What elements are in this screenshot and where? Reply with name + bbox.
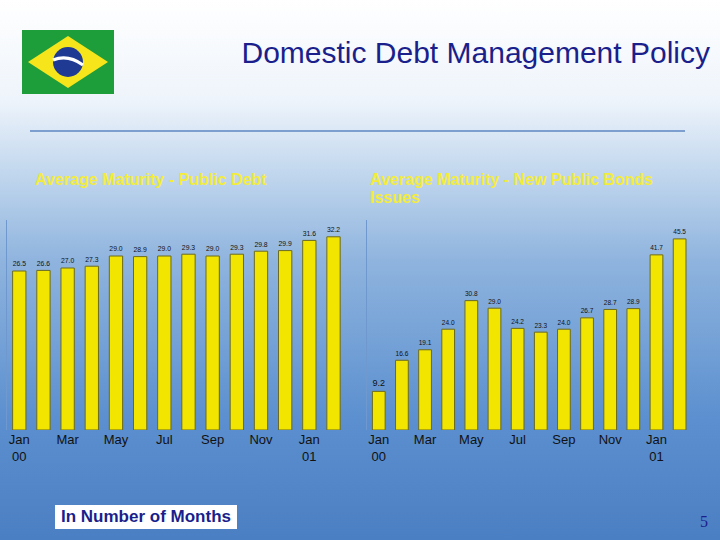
svg-text:29.0: 29.0	[206, 245, 219, 252]
svg-text:Mar: Mar	[414, 432, 437, 447]
svg-text:26.6: 26.6	[37, 260, 50, 267]
svg-text:30.8: 30.8	[465, 290, 478, 297]
svg-text:23.3: 23.3	[534, 322, 547, 329]
svg-text:May: May	[104, 432, 129, 447]
html-text:5: 5	[700, 513, 708, 530]
svg-text:27.3: 27.3	[85, 256, 98, 263]
svg-text:Jan00: Jan00	[9, 432, 30, 464]
svg-text:28.7: 28.7	[604, 299, 617, 306]
svg-text:29.3: 29.3	[182, 244, 195, 251]
svg-text:Nov: Nov	[599, 432, 623, 447]
svg-text:26.5: 26.5	[13, 260, 26, 267]
html-text:Average Maturity - New Public: Average Maturity - New Public Bonds Issu…	[370, 171, 653, 206]
html-text:Domestic Debt Management Polic: Domestic Debt Management Policy	[241, 36, 710, 69]
svg-text:Jul: Jul	[509, 432, 526, 447]
svg-text:29.0: 29.0	[488, 298, 501, 305]
svg-text:26.7: 26.7	[581, 307, 594, 314]
svg-text:45.5: 45.5	[673, 228, 686, 235]
svg-text:24.2: 24.2	[511, 318, 524, 325]
svg-text:29.0: 29.0	[158, 245, 171, 252]
svg-text:41.7: 41.7	[650, 244, 663, 251]
svg-text:32.2: 32.2	[327, 226, 340, 233]
svg-text:31.6: 31.6	[303, 230, 316, 237]
svg-text:Jul: Jul	[156, 432, 173, 447]
svg-text:24.0: 24.0	[442, 319, 455, 326]
svg-text:Jan00: Jan00	[368, 432, 389, 464]
svg-text:Mar: Mar	[56, 432, 79, 447]
html-text:Average Maturity - Public Debt: Average Maturity - Public Debt	[35, 171, 267, 188]
svg-text:29.9: 29.9	[279, 240, 292, 247]
svg-text:29.8: 29.8	[254, 241, 267, 248]
svg-text:Sep: Sep	[201, 432, 224, 447]
svg-text:Nov: Nov	[249, 432, 273, 447]
svg-text:29.0: 29.0	[109, 245, 122, 252]
svg-text:Sep: Sep	[552, 432, 575, 447]
svg-text:9.2: 9.2	[373, 378, 386, 388]
svg-text:May: May	[459, 432, 484, 447]
svg-text:28.9: 28.9	[134, 246, 147, 253]
html-text:In Number of Months: In Number of Months	[61, 507, 231, 526]
svg-text:28.9: 28.9	[627, 298, 640, 305]
svg-text:24.0: 24.0	[558, 319, 571, 326]
svg-text:19.1: 19.1	[419, 339, 432, 346]
svg-text:16.6: 16.6	[396, 350, 409, 357]
svg-text:Jan01: Jan01	[646, 432, 667, 464]
svg-text:27.0: 27.0	[61, 257, 74, 264]
svg-text:29.3: 29.3	[230, 244, 243, 251]
svg-text:Jan01: Jan01	[299, 432, 320, 464]
